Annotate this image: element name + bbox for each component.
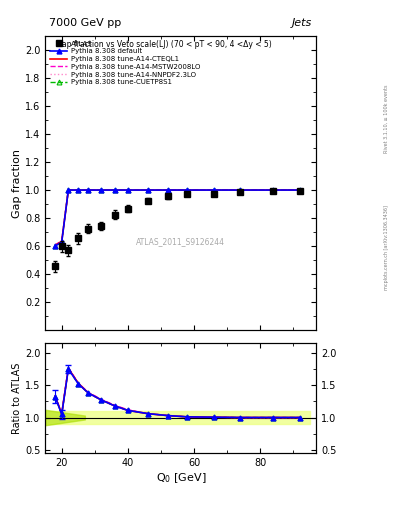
Text: mcplots.cern.ch [arXiv:1306.3436]: mcplots.cern.ch [arXiv:1306.3436]: [384, 205, 389, 290]
Legend: ATLAS, Pythia 8.308 default, Pythia 8.308 tune-A14-CTEQL1, Pythia 8.308 tune-A14: ATLAS, Pythia 8.308 default, Pythia 8.30…: [49, 39, 202, 87]
Text: Jets: Jets: [292, 18, 312, 28]
Text: Gap fraction vs Veto scale(LJ) (70 < pT < 90, 4 <Δy < 5): Gap fraction vs Veto scale(LJ) (70 < pT …: [56, 40, 272, 49]
Text: ATLAS_2011_S9126244: ATLAS_2011_S9126244: [136, 238, 225, 246]
Text: Rivet 3.1.10, ≥ 100k events: Rivet 3.1.10, ≥ 100k events: [384, 84, 389, 153]
Text: 7000 GeV pp: 7000 GeV pp: [49, 18, 121, 28]
Y-axis label: Ratio to ATLAS: Ratio to ATLAS: [12, 362, 22, 434]
X-axis label: Q$_0$ [GeV]: Q$_0$ [GeV]: [156, 471, 206, 484]
Y-axis label: Gap fraction: Gap fraction: [12, 148, 22, 218]
